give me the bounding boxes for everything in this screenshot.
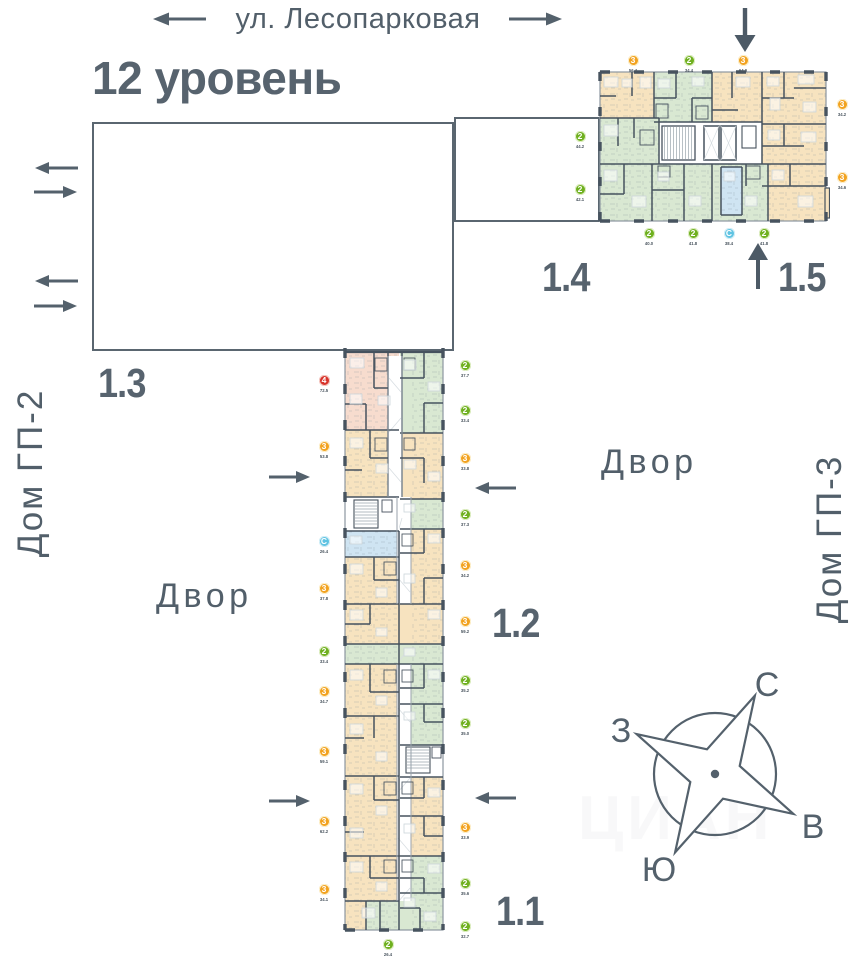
svg-text:З: З <box>611 712 632 750</box>
svg-text:В: В <box>802 808 825 846</box>
svg-text:С: С <box>755 666 780 704</box>
svg-text:Ю: Ю <box>642 851 676 889</box>
